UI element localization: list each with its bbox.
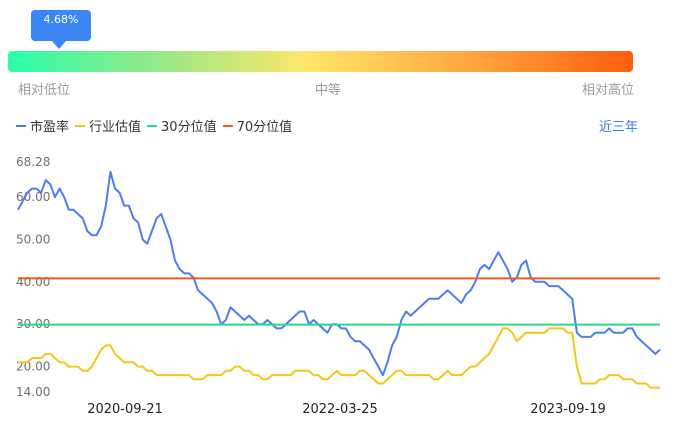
legend-label-p70: 70分位值 — [236, 120, 293, 135]
percentile-badge: 4.68% — [31, 10, 91, 49]
scale-high-label: 相对高位 — [582, 83, 635, 98]
y-tick-label: 40.00 — [16, 275, 50, 289]
legend-label-pe: 市盈率 — [30, 120, 70, 135]
scale-mid-label: 中等 — [315, 83, 342, 98]
scale-low-label: 相对低位 — [18, 83, 71, 98]
legend-item-pe[interactable]: 市盈率 — [16, 116, 69, 135]
y-tick-label: 68.28 — [16, 155, 50, 169]
legend-item-industry[interactable]: 行业估值 — [75, 116, 141, 135]
legend-label-industry: 行业估值 — [89, 120, 142, 135]
legend-label-p30: 30分位值 — [161, 120, 217, 135]
y-tick-label: 60.00 — [16, 190, 50, 204]
legend-item-p70[interactable]: 70分位值 — [222, 116, 293, 135]
range-three-years-button[interactable]: 近三年 — [599, 120, 639, 135]
legend-item-p30[interactable]: 30分位值 — [147, 116, 217, 135]
series-line-0 — [17, 170, 661, 377]
y-tick-label: 14.00 — [16, 385, 50, 399]
percentile-badge-value: 4.68% — [43, 13, 79, 26]
chart-legend: 市盈率 行业估值 30分位值 70分位值 — [16, 116, 298, 135]
series-line-1 — [18, 327, 660, 389]
x-tick-label: 2023-09-19 — [530, 402, 606, 417]
y-tick-label: 50.00 — [16, 232, 50, 246]
percentile-gradient-bar — [8, 51, 633, 72]
x-tick-label: 2020-09-21 — [87, 402, 163, 417]
x-tick-label: 2022-03-25 — [302, 402, 378, 417]
